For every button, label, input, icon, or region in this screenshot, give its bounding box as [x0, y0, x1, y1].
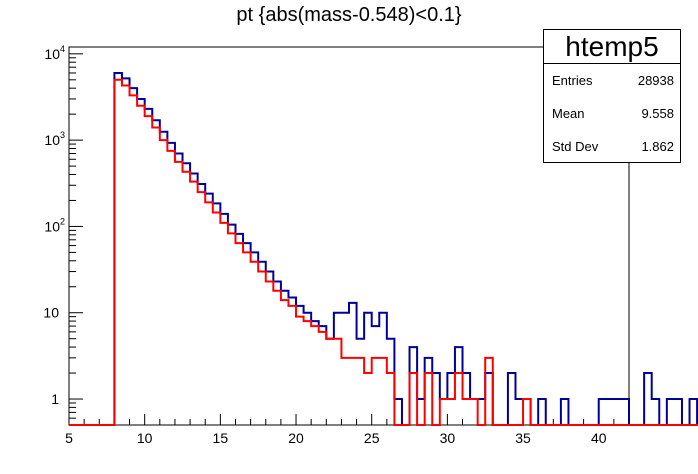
stats-value-mean: 9.558 — [641, 106, 674, 121]
stats-box: htemp5 Entries 28938 Mean 9.558 Std Dev … — [543, 29, 681, 163]
stats-value-entries: 28938 — [637, 73, 674, 88]
x-tick-label: 40 — [591, 430, 607, 446]
stats-row-entries: Entries 28938 — [544, 64, 680, 97]
stats-label-mean: Mean — [552, 106, 585, 121]
x-tick-label: 10 — [137, 430, 153, 446]
stats-label-stddev: Std Dev — [552, 139, 599, 154]
stats-row-mean: Mean 9.558 — [544, 97, 680, 130]
chart-title: pt {abs(mass-0.548)<0.1} — [236, 4, 462, 26]
stats-title: htemp5 — [544, 30, 680, 64]
x-tick-label: 35 — [515, 430, 531, 446]
y-tick-label: 102 — [44, 216, 65, 234]
x-tick-label: 5 — [65, 430, 73, 446]
stats-label-entries: Entries — [552, 73, 593, 88]
histogram-series-1 — [69, 78, 698, 426]
x-tick-label: 20 — [288, 430, 304, 446]
x-tick-label: 25 — [364, 430, 380, 446]
stats-value-stddev: 1.862 — [641, 139, 674, 154]
stats-row-stddev: Std Dev 1.862 — [544, 130, 680, 163]
x-tick-label: 15 — [213, 430, 229, 446]
x-tick-label: 30 — [440, 430, 456, 446]
y-tick-label: 104 — [44, 44, 65, 62]
y-tick-label: 10 — [43, 305, 59, 321]
plot-frame — [68, 46, 630, 426]
y-tick-label: 103 — [44, 130, 65, 148]
y-tick-label: 1 — [51, 391, 59, 407]
